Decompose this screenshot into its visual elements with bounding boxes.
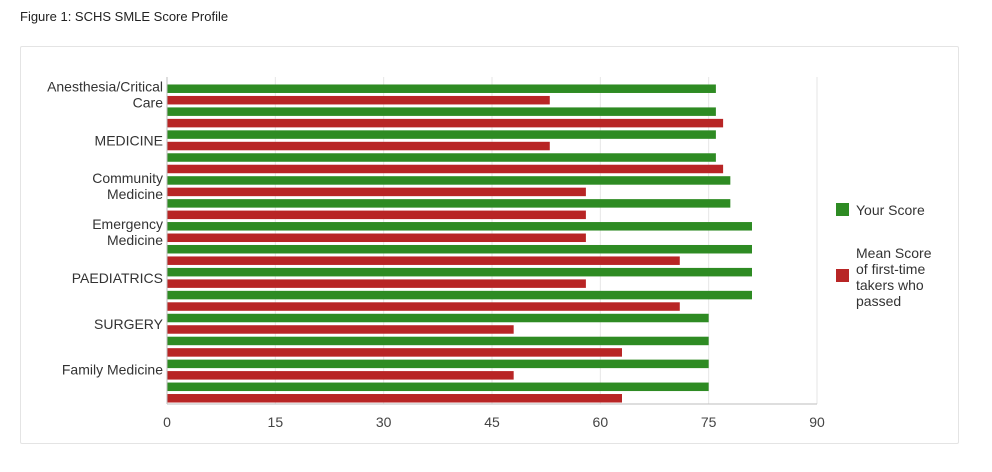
x-tick-label-0: 0 [163,414,171,430]
bar-your-score-14 [167,244,752,254]
category-label-3: Emergency Medicine [92,216,163,248]
bar-mean-score-7 [167,164,724,174]
bar-mean-score-5 [167,141,550,151]
bar-your-score-12 [167,222,752,231]
bar-mean-score-15 [167,256,680,265]
legend-label-mean-score: Mean Score of first-time takers who passed [856,245,932,309]
bar-mean-score-11 [167,210,586,220]
bar-your-score-4 [167,130,716,139]
category-label-2: Community Medicine [92,170,163,202]
bar-mean-score-19 [167,302,680,311]
bar-your-score-0 [167,84,716,93]
bar-chart: Anesthesia/Critical Care MEDICINE Community… [47,77,932,430]
bar-mean-score-21 [167,325,514,334]
category-labels: Anesthesia/Critical Care MEDICINE Community… [47,79,164,378]
bar-your-score-18 [167,290,752,300]
figure-title: Figure 1: SCHS SMLE Score Profile [20,9,229,24]
x-tick-label-90: 90 [809,414,825,430]
bar-your-score-6 [167,153,716,162]
bar-mean-score-1 [167,95,550,105]
chart-panel: Anesthesia/Critical Care MEDICINE Community… [20,46,959,444]
x-tick-labels: 0 15 30 45 60 75 90 [163,414,825,430]
legend: Your Score Mean Score of first-time takers … [836,202,932,309]
bar-your-score-8 [167,176,731,185]
category-label-4: PAEDIATRICS [72,270,163,286]
bar-your-score-10 [167,199,731,208]
bar-mean-score-9 [167,187,586,197]
category-label-6: Family Medicine [62,362,163,378]
bar-mean-score-23 [167,348,622,357]
bar-mean-score-25 [167,371,514,380]
legend-label-your-score: Your Score [856,202,925,218]
bar-mean-score-3 [167,118,724,128]
x-tick-label-75: 75 [701,414,717,430]
legend-swatch-your-score [836,203,849,216]
bar-your-score-16 [167,267,752,277]
x-tick-label-60: 60 [593,414,609,430]
bar-mean-score-13 [167,233,586,243]
bar-your-score-24 [167,359,709,369]
legend-swatch-mean-score [836,269,849,282]
bar-your-score-26 [167,382,709,392]
bar-your-score-22 [167,336,709,346]
bar-your-score-20 [167,313,709,323]
x-tick-label-30: 30 [376,414,392,430]
bar-mean-score-27 [167,394,622,403]
bar-mean-score-17 [167,279,586,288]
axes [166,77,817,405]
category-label-1: MEDICINE [95,132,163,148]
x-tick-label-15: 15 [268,414,284,430]
bars [167,84,752,403]
category-label-0: Anesthesia/Critical Care [47,79,163,111]
bar-your-score-2 [167,107,716,116]
category-label-5: SURGERY [94,316,164,332]
x-tick-label-45: 45 [484,414,500,430]
